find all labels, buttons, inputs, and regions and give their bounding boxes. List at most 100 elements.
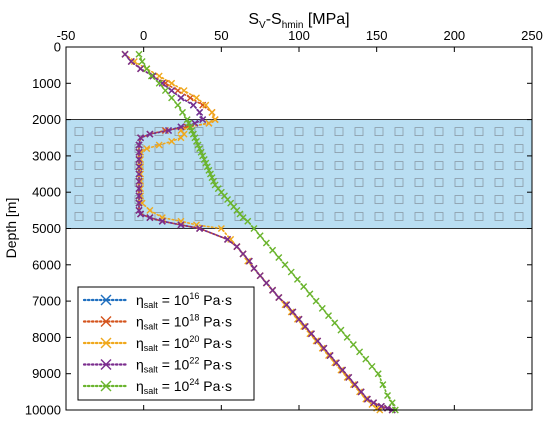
data-point <box>100 316 112 327</box>
data-point <box>211 116 219 124</box>
y-tick-label: 7000 <box>32 294 61 309</box>
salt-marker <box>514 144 524 153</box>
salt-marker <box>494 161 504 170</box>
data-point <box>100 294 112 306</box>
data-point <box>135 148 143 156</box>
data-point <box>320 344 328 352</box>
legend-label: ηsalt = 1020 Pa·s <box>136 334 232 353</box>
data-point <box>199 152 207 160</box>
salt-marker <box>274 144 284 153</box>
salt-marker <box>354 178 364 187</box>
data-point <box>262 279 270 287</box>
data-point <box>338 366 346 374</box>
salt-marker <box>354 212 364 221</box>
data-point <box>168 87 176 95</box>
data-point <box>312 337 320 345</box>
x-axis-label: SV-Shmin [MPa] <box>248 11 349 31</box>
data-point <box>155 79 163 87</box>
y-tick-label: 10000 <box>25 403 61 418</box>
data-point <box>202 159 210 167</box>
data-point <box>356 348 364 356</box>
data-point <box>137 170 145 178</box>
data-point <box>325 352 333 360</box>
salt-marker <box>314 212 324 221</box>
salt-marker <box>74 178 84 187</box>
salt-marker <box>434 212 444 221</box>
data-point <box>197 148 205 156</box>
data-point <box>239 250 247 258</box>
salt-marker <box>394 127 404 136</box>
data-point <box>363 395 371 403</box>
data-point <box>239 214 247 222</box>
data-point <box>189 130 197 138</box>
data-point <box>245 257 253 265</box>
salt-marker <box>374 178 384 187</box>
salt-marker <box>194 195 204 204</box>
y-tick-label: 9000 <box>32 366 61 381</box>
legend-label: ηsalt = 1022 Pa·s <box>136 356 232 375</box>
data-point <box>137 163 145 171</box>
salt-marker <box>154 195 164 204</box>
data-point <box>202 101 210 109</box>
salt-marker <box>334 195 344 204</box>
salt-marker <box>114 161 124 170</box>
data-point <box>388 399 396 407</box>
data-point <box>196 108 204 116</box>
salt-marker <box>294 195 304 204</box>
data-point <box>135 177 143 185</box>
salt-marker <box>414 127 424 136</box>
data-point <box>349 381 357 389</box>
salt-marker <box>254 127 264 136</box>
x-tick-label: 100 <box>288 28 310 43</box>
data-point <box>314 337 322 345</box>
salt-marker <box>294 161 304 170</box>
salt-marker <box>514 195 524 204</box>
data-point <box>318 344 326 352</box>
salt-marker <box>414 195 424 204</box>
data-point <box>138 58 146 66</box>
salt-marker <box>254 144 264 153</box>
data-point <box>343 373 351 381</box>
salt-marker <box>374 195 384 204</box>
salt-marker <box>154 178 164 187</box>
salt-marker <box>94 195 104 204</box>
data-point <box>135 50 143 58</box>
salt-marker <box>94 144 104 153</box>
legend-label: ηsalt = 1016 Pa·s <box>136 291 232 310</box>
series-24 <box>135 50 399 414</box>
data-point <box>100 380 112 392</box>
data-point <box>191 119 199 127</box>
salt-marker <box>474 144 484 153</box>
y-tick-label: 3000 <box>32 148 61 163</box>
data-point <box>293 315 301 323</box>
data-point <box>177 221 185 229</box>
salt-marker <box>474 212 484 221</box>
salt-marker <box>174 144 184 153</box>
salt-marker <box>74 195 84 204</box>
data-point <box>161 87 169 95</box>
salt-marker <box>314 144 324 153</box>
data-point <box>306 330 314 338</box>
legend-label: ηsalt = 1024 Pa·s <box>136 377 232 396</box>
salt-marker <box>314 127 324 136</box>
data-point <box>196 145 204 153</box>
salt-marker <box>334 144 344 153</box>
salt-marker <box>434 127 444 136</box>
data-point <box>343 333 351 341</box>
salt-marker <box>454 178 464 187</box>
salt-marker <box>474 127 484 136</box>
salt-marker <box>434 195 444 204</box>
salt-marker <box>234 178 244 187</box>
salt-marker <box>174 178 184 187</box>
data-point <box>312 297 320 305</box>
salt-marker <box>234 161 244 170</box>
salt-marker <box>214 144 224 153</box>
data-point <box>135 192 143 200</box>
y-tick-label: 8000 <box>32 330 61 345</box>
salt-marker <box>214 212 224 221</box>
data-point <box>256 232 264 240</box>
salt-marker <box>214 127 224 136</box>
data-point <box>143 145 151 153</box>
data-point <box>256 272 264 280</box>
data-point <box>233 243 241 251</box>
